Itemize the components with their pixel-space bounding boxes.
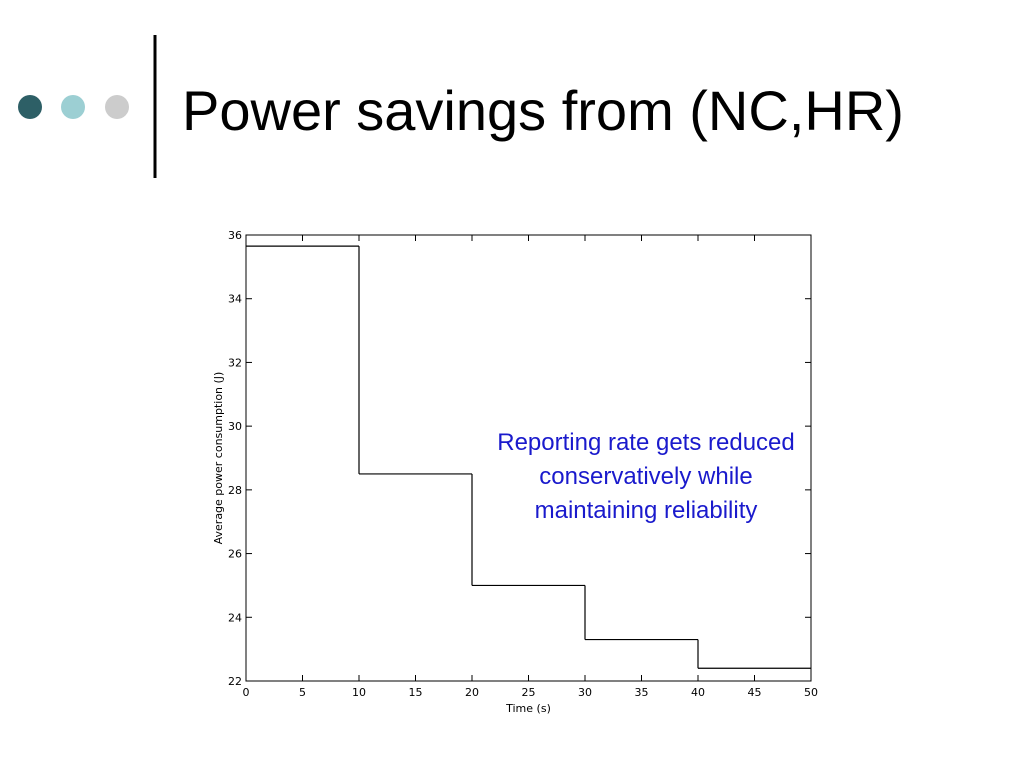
x-tick-label: 30 (578, 686, 592, 699)
y-tick-label: 24 (228, 611, 242, 624)
y-tick-label: 30 (228, 420, 242, 433)
y-tick-label: 28 (228, 484, 242, 497)
bullet-dot (18, 95, 42, 119)
annotation: conservatively while (539, 463, 752, 490)
x-tick-label: 0 (243, 686, 250, 699)
bullet-dot (61, 95, 85, 119)
bullet-dot (105, 95, 129, 119)
x-tick-label: 25 (522, 686, 536, 699)
y-tick-label: 34 (228, 293, 242, 306)
x-tick-label: 45 (748, 686, 762, 699)
x-tick-label: 35 (635, 686, 649, 699)
slide-title: Power savings from (NC,HR) (182, 79, 904, 142)
plot-frame (245, 234, 812, 682)
x-tick-label: 10 (352, 686, 366, 699)
x-tick-label: 50 (804, 686, 818, 699)
y-tick-label: 36 (228, 229, 242, 242)
x-tick-label: 20 (465, 686, 479, 699)
y-axis-label: Average power consumption (J) (212, 372, 225, 545)
x-tick-label: 15 (409, 686, 423, 699)
x-tick-label: 40 (691, 686, 705, 699)
y-tick-label: 32 (228, 356, 242, 369)
y-tick-label: 26 (228, 548, 242, 561)
x-axis-label: Time (s) (505, 702, 551, 715)
annotation: Reporting rate gets reduced (497, 429, 795, 456)
x-tick-label: 5 (299, 686, 306, 699)
annotation: maintaining reliability (535, 497, 758, 524)
y-tick-label: 22 (228, 675, 242, 688)
